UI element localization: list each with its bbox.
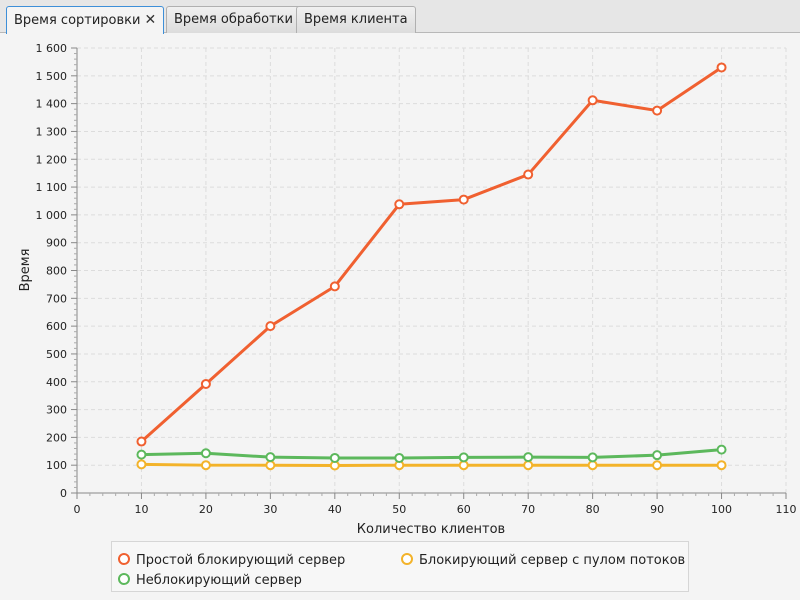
y-tick-label: 1 100 [36,181,68,194]
data-point [265,460,276,471]
data-point [136,459,147,470]
y-tick-label: 1 500 [36,70,68,83]
y-tick-label: 600 [46,320,67,333]
legend-item-non-blocking: Неблокирующий сервер [118,572,302,590]
legend-item-thread-pool: Блокирующий сервер с пулом потоков [401,552,685,570]
x-tick-label: 10 [134,503,148,516]
tab-client-time[interactable]: Время клиента [296,6,416,33]
data-point [716,444,727,455]
data-point [587,452,598,463]
data-point [200,448,211,459]
x-tick-label: 80 [586,503,600,516]
data-point [523,452,534,463]
tab-label: Время обработки [174,12,293,27]
chart-series [136,62,727,471]
x-tick-label: 50 [392,503,406,516]
x-axis-label: Количество клиентов [357,522,505,537]
data-point [136,449,147,460]
y-tick-label: 1 000 [36,209,68,222]
tab-bar: Время сортировки ✕ Время обработки Время … [0,0,800,34]
x-tick-label: 30 [263,503,277,516]
data-point [652,450,663,461]
data-point [716,460,727,471]
y-tick-label: 1 600 [36,42,68,55]
y-tick-label: 400 [46,376,67,389]
y-tick-label: 0 [60,487,67,500]
y-tick-label: 1 200 [36,153,68,166]
data-point [394,452,405,463]
data-point [652,105,663,116]
y-tick-label: 300 [46,404,67,417]
y-tick-label: 800 [46,265,67,278]
x-tick-label: 110 [776,503,797,516]
data-point [716,62,727,73]
data-point [458,452,469,463]
chart-grid [77,47,787,493]
data-point [329,452,340,463]
y-tick-label: 100 [46,459,67,472]
y-tick-label: 700 [46,292,67,305]
x-tick-label: 20 [199,503,213,516]
data-point [329,281,340,292]
tab-sort-time[interactable]: Время сортировки ✕ [6,6,165,34]
x-tick-label: 0 [74,503,81,516]
data-point [523,460,534,471]
legend-marker [118,553,130,565]
data-point [587,95,598,106]
data-point [652,460,663,471]
legend-item-simple-blocking: Простой блокирующий сервер [118,552,345,570]
data-point [136,436,147,447]
data-point [265,452,276,463]
y-axis-label: Время [18,249,33,292]
y-tick-label: 900 [46,237,67,250]
legend-label: Блокирующий сервер с пулом потоков [419,553,686,568]
legend-marker [118,573,130,585]
data-point [523,169,534,180]
x-tick-label: 70 [521,503,535,516]
tab-processing-time[interactable]: Время обработки [166,6,301,33]
data-point [458,194,469,205]
y-tick-label: 500 [46,348,67,361]
x-tick-label: 40 [328,503,342,516]
x-tick-label: 60 [457,503,471,516]
y-tick-label: 1 300 [36,125,68,138]
data-point [200,378,211,389]
legend-label: Простой блокирующий сервер [136,553,346,568]
y-tick-label: 200 [46,431,67,444]
chart-legend: Простой блокирующий сервер Блокирующий с… [111,541,689,592]
tab-label: Время сортировки [14,13,141,28]
series-line [140,66,723,443]
data-point [394,199,405,210]
legend-marker [401,553,413,565]
series-line [141,462,722,467]
data-point [265,321,276,332]
x-tick-label: 100 [711,503,732,516]
close-icon[interactable]: ✕ [144,12,157,28]
series-line [141,448,722,460]
x-tick-label: 90 [650,503,664,516]
data-point [200,460,211,471]
legend-label: Неблокирующий сервер [136,573,302,588]
y-tick-label: 1 400 [36,98,68,111]
tab-label: Время клиента [304,12,408,27]
